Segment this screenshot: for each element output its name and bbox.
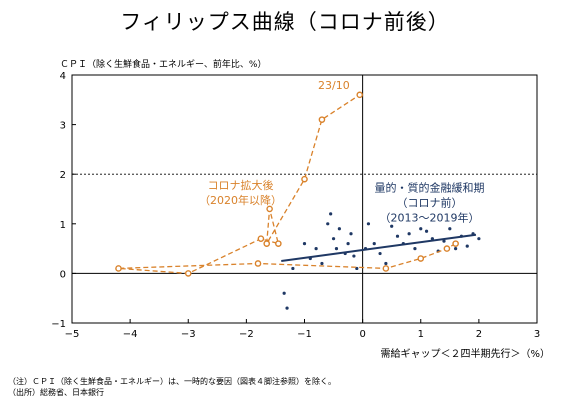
- scatter-point-pre-covid: [314, 247, 318, 251]
- scatter-point-pre-covid: [349, 232, 353, 236]
- covid-series-marker: [254, 260, 262, 267]
- x-tick-label: 2: [476, 329, 482, 340]
- scatter-point-pre-covid: [329, 212, 333, 216]
- scatter-point-pre-covid: [407, 232, 411, 236]
- scatter-point-pre-covid: [320, 261, 324, 266]
- covid-series-marker: [184, 270, 192, 277]
- covid-series-marker: [257, 235, 265, 242]
- covid-series-marker: [356, 91, 364, 99]
- footnote-note: （注）ＣＰＩ（除く生鮮食品・エネルギー）は、一時的な要因（図表４脚注参照）を除く…: [8, 377, 336, 386]
- plot-frame: [71, 74, 538, 324]
- scatter-point-pre-covid: [378, 251, 382, 256]
- pre-covid-series-label: （2013～2019年）: [379, 211, 479, 225]
- y-tick-label: 1: [60, 220, 66, 231]
- covid-end-label: 23/10: [318, 79, 350, 92]
- x-tick-label: −3: [181, 329, 196, 340]
- chart-title: フィリップス曲線（コロナ前後）: [120, 10, 450, 34]
- footnote-source: （出所）総務省、日本銀行: [8, 388, 104, 397]
- x-tick-label: −4: [123, 329, 138, 340]
- scatter-point-pre-covid: [346, 242, 350, 246]
- scatter-point-pre-covid: [291, 266, 295, 271]
- covid-series-line: [118, 94, 456, 275]
- covid-series-marker: [266, 205, 273, 213]
- scatter-point-pre-covid: [454, 247, 458, 251]
- x-tick-label: 3: [534, 329, 540, 340]
- y-tick-label: 2: [60, 170, 66, 181]
- scatter-point-pre-covid: [331, 237, 336, 241]
- y-axis-label: ＣＰＩ（除く生鮮食品・エネルギー、前年比、%）: [60, 60, 267, 70]
- scatter-point-pre-covid: [282, 291, 286, 295]
- scatter-point-pre-covid: [465, 244, 469, 248]
- y-tick-label: 3: [60, 121, 66, 132]
- covid-series-marker: [417, 255, 425, 262]
- covid-series-marker: [443, 245, 451, 252]
- x-tick-label: −1: [297, 329, 312, 340]
- scatter-point-pre-covid: [352, 254, 356, 258]
- scatter-point-pre-covid: [302, 242, 307, 246]
- scatter-point-pre-covid: [419, 227, 423, 231]
- covid-series-marker: [263, 240, 271, 247]
- scatter-point-pre-covid: [334, 247, 339, 251]
- covid-series-marker: [382, 265, 390, 272]
- scatter-point-pre-covid: [285, 306, 289, 310]
- regression-line: [281, 233, 477, 262]
- scatter-point-pre-covid: [372, 242, 376, 246]
- covid-series-marker: [275, 240, 282, 247]
- covid-series-sublabel: （2020年以降）: [199, 193, 282, 207]
- scatter-point-pre-covid: [430, 237, 434, 241]
- x-tick-label: 0: [359, 329, 365, 340]
- scatter-point-pre-covid: [384, 261, 388, 266]
- x-tick-label: −5: [65, 329, 80, 340]
- y-tick-label: −1: [51, 319, 66, 330]
- scatter-point-pre-covid: [424, 229, 429, 233]
- covid-series-label: コロナ拡大後: [208, 178, 274, 192]
- pre-covid-series-label: 量的・質的金融緩和期: [374, 181, 484, 195]
- scatter-point-pre-covid: [413, 247, 417, 251]
- y-tick-label: 4: [60, 71, 66, 82]
- covid-series-marker: [115, 265, 122, 272]
- covid-series-marker: [452, 240, 459, 247]
- scatter-point-pre-covid: [326, 222, 330, 226]
- scatter-point-pre-covid: [442, 239, 446, 243]
- scatter-point-pre-covid: [477, 237, 481, 241]
- scatter-point-pre-covid: [366, 222, 371, 226]
- covid-series-marker: [318, 116, 326, 123]
- y-tick-label: 0: [60, 269, 66, 280]
- scatter-point-pre-covid: [337, 227, 341, 231]
- x-tick-label: −2: [239, 329, 254, 340]
- x-axis-label: 需給ギャップ＜２四半期先行＞（%）: [380, 349, 550, 360]
- x-tick-label: 1: [418, 329, 424, 340]
- covid-series-marker: [301, 175, 308, 183]
- scatter-point-pre-covid: [448, 227, 452, 231]
- scatter-point-pre-covid: [390, 224, 394, 228]
- scatter-point-pre-covid: [395, 234, 400, 238]
- pre-covid-series-label: （コロナ前）: [396, 196, 462, 210]
